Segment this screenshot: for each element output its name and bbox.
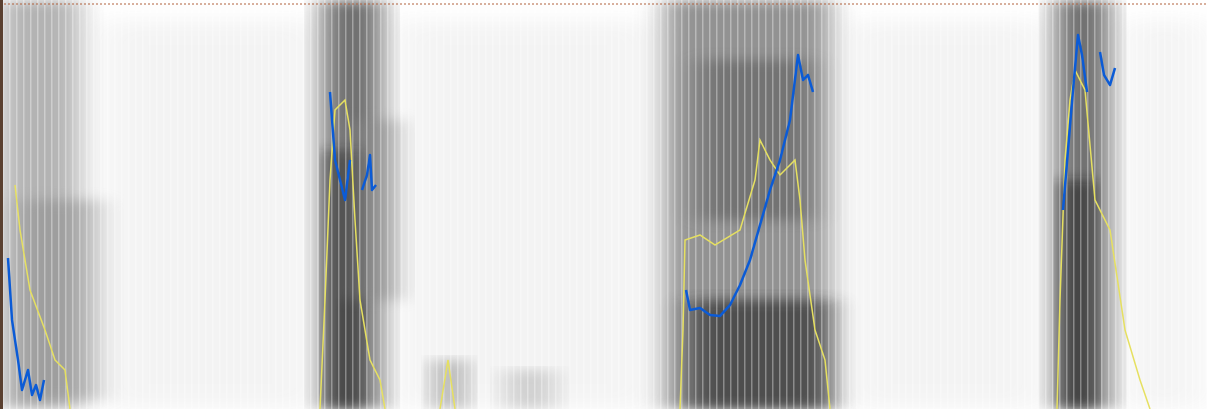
striation-overlay [0, 0, 1207, 409]
page: (() => { const data = JSON.parse(documen… [0, 0, 1207, 409]
spectrogram-view [0, 0, 1207, 409]
